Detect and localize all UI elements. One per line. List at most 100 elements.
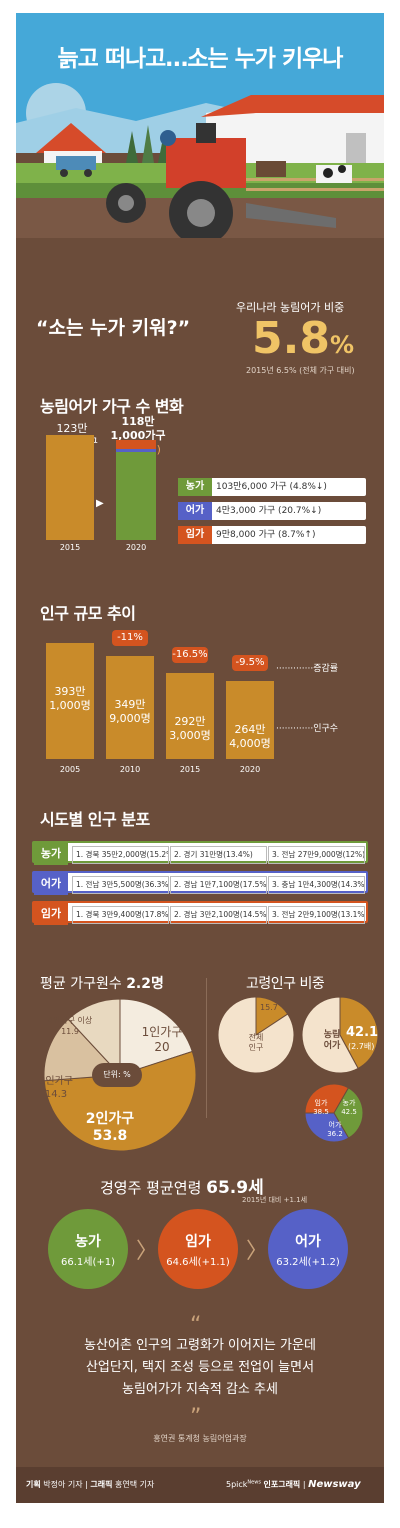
sub-label-name: 임가 [314, 1099, 328, 1107]
region-row-임가: 임가 1. 경북 3만9,400명(17.8%) 2. 경남 3만2,100명(14… [32, 901, 368, 925]
brand-block: 5pickNews 인포그래픽 | Newsway [226, 1479, 361, 1490]
pie-label-name: 1인가구 [141, 1025, 183, 1039]
pop-bar-2005 [46, 643, 94, 759]
pie-label-1인가구: 1인가구 20 [132, 1025, 192, 1055]
pop-bar-label: 292만 3,000명 [169, 714, 211, 742]
farm-times: (2.7배) [348, 1042, 375, 1051]
quote-source: 홍연권 통계청 농림어업과장 [153, 1434, 247, 1443]
age-circle-tag: 임가 [185, 1234, 211, 1250]
pie-label-name: 2인가구 [85, 1111, 135, 1127]
sub-label-value: 36.2 [327, 1130, 343, 1138]
elderly-sub-pie [304, 1083, 364, 1143]
region-cell: 2. 경기 31만명(13.4%) [170, 846, 267, 864]
pie-label-value: 11.9 [61, 1027, 79, 1036]
bar-2020-농가 [116, 452, 156, 540]
pop-bar-2020 [226, 681, 274, 759]
pie-slice-elderly [339, 996, 379, 1070]
pie-slice-2인가구 [43, 1050, 197, 1152]
pop-year: 2010 [119, 765, 141, 774]
page-title: 늙고 떠나고…소는 누가 키우나 [57, 46, 344, 72]
credits: 기획 박정아 기자 | 그래픽 홍연택 기자 [26, 1480, 155, 1489]
sub-label-value: 38.5 [313, 1108, 329, 1116]
elderly-farm-pie [301, 996, 379, 1074]
legend-tag: 농가 [178, 478, 212, 496]
change-label: 증감률 [313, 664, 339, 674]
region-cell: 1. 경북 35만2,000명(15.2%) [72, 846, 169, 864]
farm-label: 농림 어가 [323, 1030, 341, 1051]
credit-plan-label: 기획 [26, 1480, 41, 1489]
pie-label-4인가구 이상: 4인가구 이상 11.9 [40, 1015, 100, 1037]
total-value: 15.7 [260, 1003, 278, 1012]
age-circle-어가: 어가 63.2세(+1.2) [268, 1209, 348, 1289]
pie-slice-rest [301, 996, 359, 1074]
region-cell: 1. 경북 3만9,400명(17.8%) [72, 906, 169, 924]
year-2015: 2015 [59, 543, 81, 552]
pie-label-2인가구: 2인가구 53.8 [80, 1111, 140, 1145]
sub-label-name: 어가 [328, 1121, 342, 1129]
region-row-농가: 농가 1. 경북 35만2,000명(15.2%) 2. 경기 31만명(13.4%… [32, 841, 368, 865]
pie-label-name: 3인가구 [39, 1076, 73, 1087]
hero-quote: “소는 누가 키워?” [36, 317, 191, 339]
pie-label-name: 4인가구 이상 [47, 1016, 93, 1025]
count-annotation: ·············인구수 [276, 724, 339, 734]
farm-value: 42.1 [346, 1025, 379, 1040]
pop-change-chip: -16.5% [172, 646, 208, 663]
bar-2015 [46, 435, 94, 540]
close-quote-mark: ” [190, 1405, 202, 1430]
bar-2020-어가 [116, 448, 156, 453]
region-cell: 3. 전남 2만9,100명(13.1%) [268, 906, 365, 924]
share-note: 2015년 6.5% (전체 가구 대비) [246, 366, 355, 375]
population-heading: 인구 규모 추이 [40, 604, 136, 623]
age-note: 2015년 대비 +1.1세 [242, 1196, 308, 1204]
bar-2020-label: 118만 1,000가구 [110, 415, 166, 442]
pop-bar-2015 [166, 672, 214, 759]
open-quote-mark: “ [190, 1313, 202, 1338]
pie-label-value: 14.3 [44, 1089, 68, 1100]
unit-badge: 단위: % [92, 1063, 142, 1087]
age-circle-value: 63.2세(+1.2) [276, 1257, 340, 1268]
legend-row-임가: 임가 9만8,000 가구 (8.7%↑) [178, 526, 366, 544]
age-heading-prefix: 경영주 평균연령 [100, 1179, 207, 1197]
chevron-right-icon: 〉 [136, 1239, 159, 1264]
count-label: 인구수 [313, 724, 339, 734]
region-tag: 어가 [34, 873, 68, 895]
pie-slice-1인가구 [119, 998, 193, 1076]
elderly-total-pie [217, 996, 295, 1074]
year-2020: 2020 [125, 543, 147, 552]
pie-slice-4인가구 이상 [67, 998, 121, 1077]
pop-year: 2005 [59, 765, 81, 774]
sub-label-어가: 어가 36.2 [320, 1121, 350, 1139]
brand-infographic: 인포그래픽 [263, 1480, 301, 1489]
age-heading-value: 65.9세 [206, 1178, 264, 1198]
bar-2020-임가 [116, 440, 156, 449]
pop-change-chip: -11% [112, 629, 148, 646]
closing-line: 농림어가가 지속적 감소 추세 [122, 1382, 278, 1397]
share-value: 5.8 [252, 313, 330, 364]
credit-plan: 박정아 기자 [43, 1480, 83, 1489]
brand-newsway: Newsway [308, 1479, 361, 1490]
pie-label-value: 53.8 [92, 1128, 128, 1144]
sub-label-name: 농가 [342, 1099, 356, 1107]
pop-bar-label: 349만 9,000명 [109, 697, 151, 725]
pop-bar-2010 [106, 655, 154, 759]
brand-5pick: 5pick [226, 1480, 248, 1489]
divider [206, 978, 207, 1118]
age-circle-tag: 어가 [295, 1234, 321, 1250]
infographic: 늙고 떠나고…소는 누가 키우나 “소는 누가 키워?” 우리나라 농림어가 비… [16, 13, 384, 1503]
footer: 기획 박정아 기자 | 그래픽 홍연택 기자 5pickNews 인포그래픽 |… [16, 1467, 384, 1503]
pop-year: 2015 [179, 765, 201, 774]
legend-value: 103만6,000 가구 (4.8%↓) [216, 482, 327, 492]
pie-slice-rest [217, 996, 295, 1074]
credit-graphic: 홍연택 기자 [115, 1480, 155, 1489]
pop-bar-label: 264만 4,000명 [229, 723, 271, 750]
legend-value: 9만8,000 가구 (8.7%↑) [216, 530, 316, 540]
change-annotation: ·············증감률 [276, 664, 339, 674]
legend-row-농가: 농가 103만6,000 가구 (4.8%↓) [178, 478, 366, 496]
share-unit: % [329, 331, 354, 359]
region-row-어가: 어가 1. 전남 3만5,500명(36.3%) 2. 경남 1만7,100명(17… [32, 871, 368, 895]
sub-label-임가: 임가 38.5 [306, 1099, 336, 1117]
region-cell: 3. 전남 27만9,000명(12%) [268, 846, 365, 864]
legend-tag: 어가 [178, 502, 212, 520]
pop-bar-label: 393만 1,000명 [49, 685, 91, 713]
chevron-right-icon: 〉 [246, 1239, 269, 1264]
